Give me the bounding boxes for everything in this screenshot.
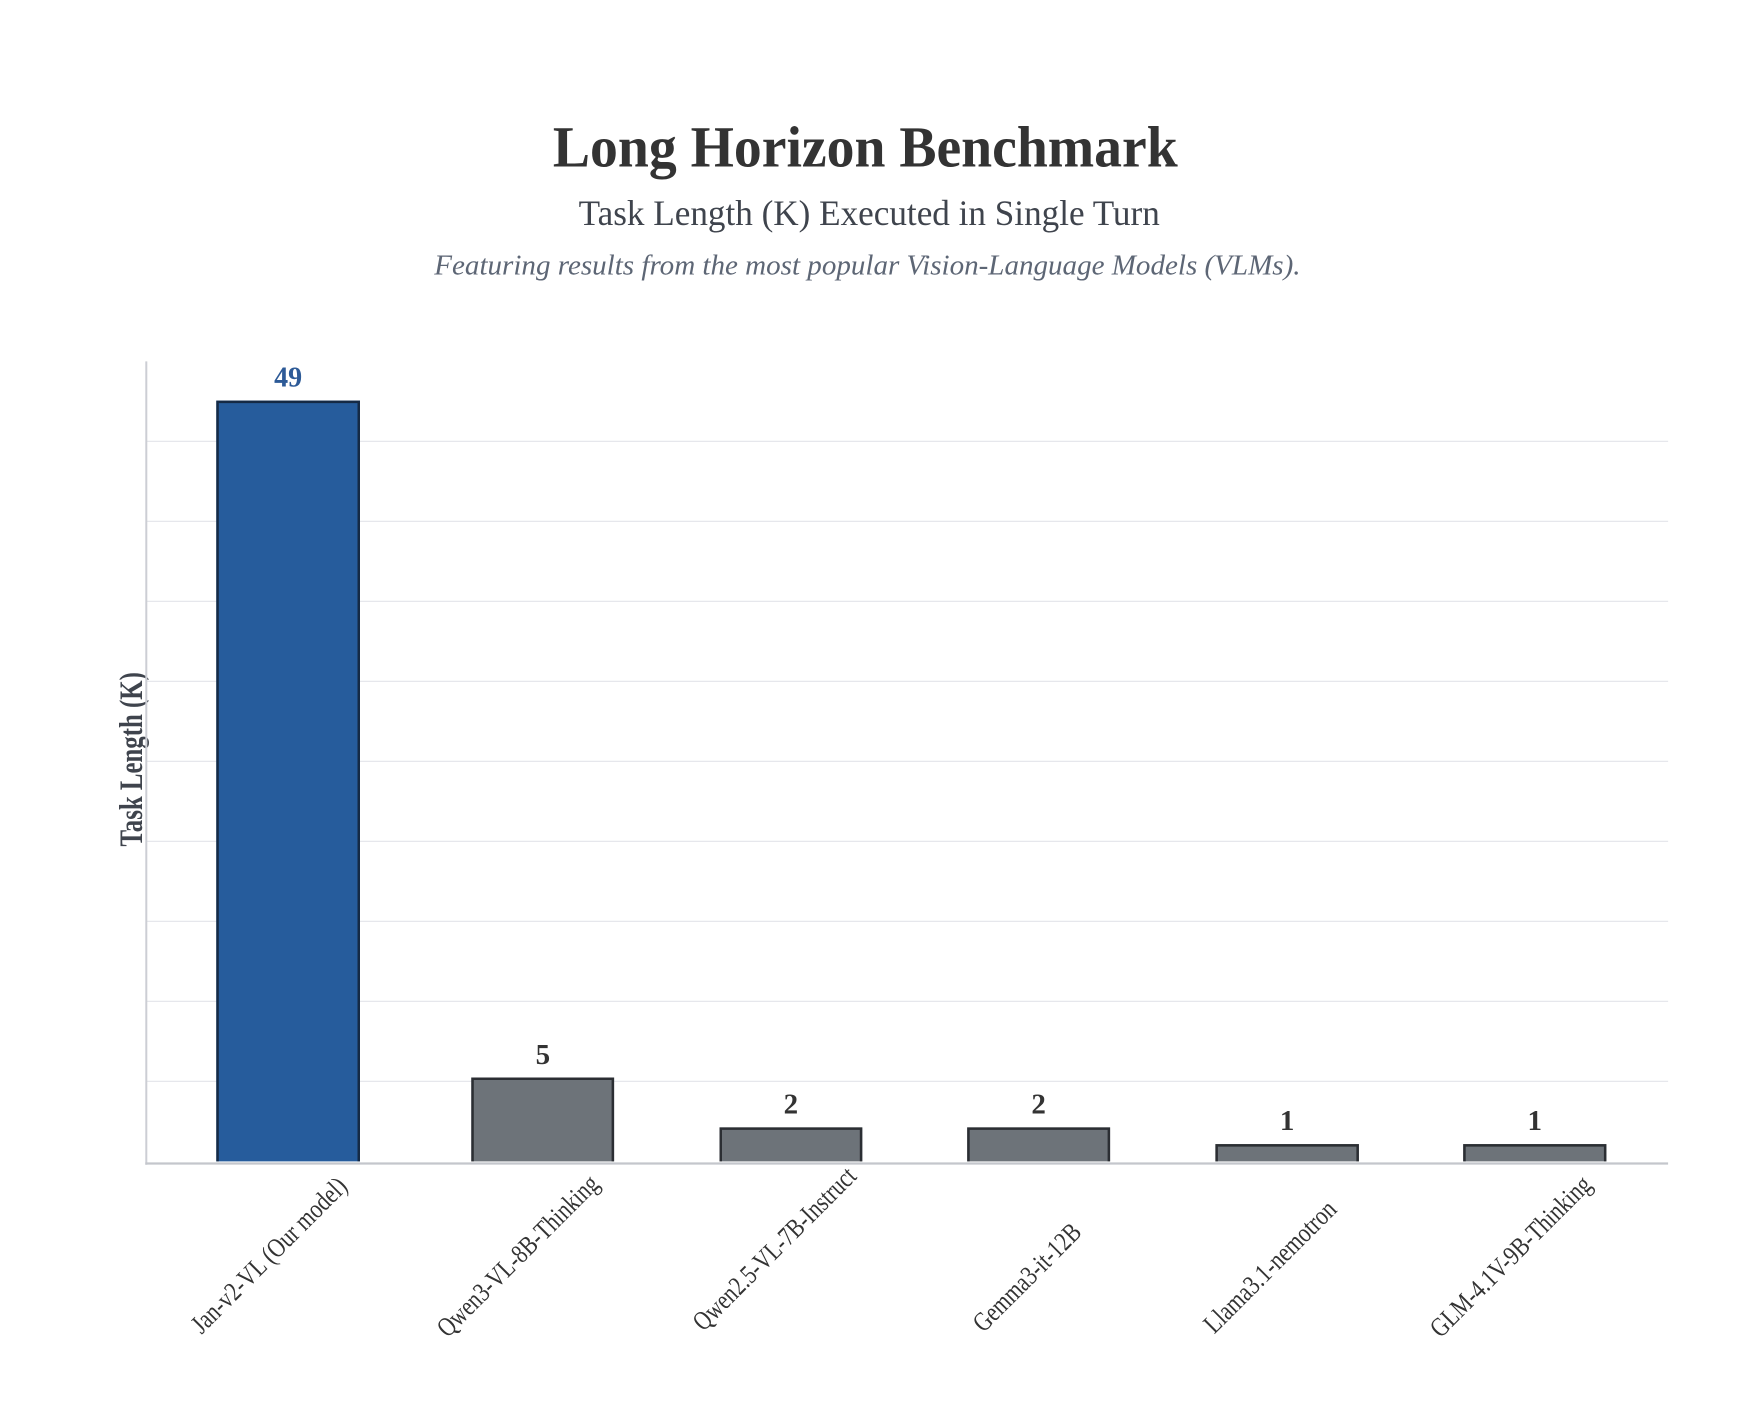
svg-text:Task Length (K): Task Length (K) <box>114 672 150 846</box>
svg-text:Featuring results from the mos: Featuring results from the most popular … <box>433 251 1300 281</box>
svg-text:49: 49 <box>274 363 302 394</box>
svg-text:1: 1 <box>1528 1105 1543 1137</box>
svg-text:Task Length (K) Executed in Si: Task Length (K) Executed in Single Turn <box>579 192 1160 232</box>
svg-text:1: 1 <box>1280 1105 1295 1137</box>
svg-text:Long Horizon Benchmark: Long Horizon Benchmark <box>553 115 1178 179</box>
svg-text:2: 2 <box>1031 1088 1046 1120</box>
svg-text:2: 2 <box>784 1088 799 1120</box>
svg-text:5: 5 <box>536 1039 551 1071</box>
